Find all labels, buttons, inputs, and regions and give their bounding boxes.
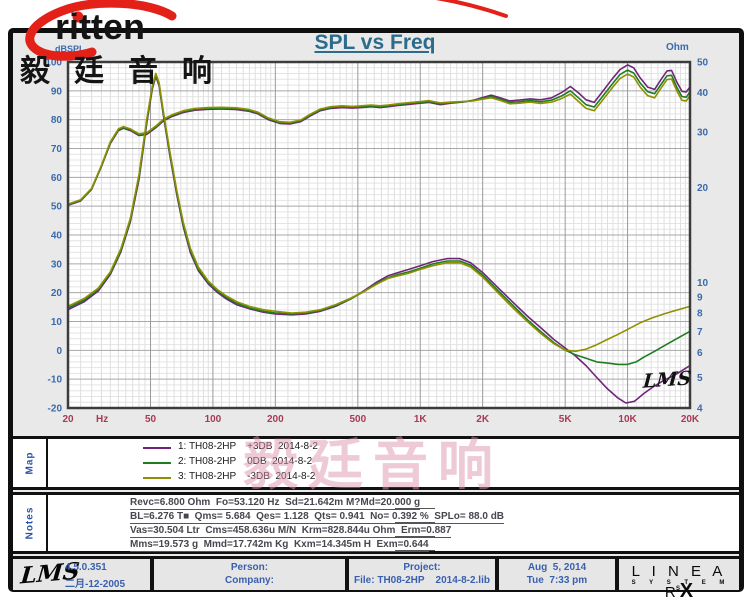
file-name: File: TH08-2HP 2014-8-2.lib (354, 575, 490, 586)
svg-text:5: 5 (697, 373, 703, 384)
notes-blank-field-2 (395, 511, 435, 523)
map-label-cell: Map (13, 439, 48, 487)
notes-blank-field-1 (395, 497, 435, 509)
notes-line-1: Revc=6.800 Ohm Fo=53.120 Hz Sd=21.642m M… (130, 497, 421, 510)
spl-freq-chart: 1009080706050403020100-10-20504030201098… (45, 58, 709, 426)
svg-text:1K: 1K (414, 414, 428, 425)
svg-text:40: 40 (51, 231, 63, 242)
svg-text:20K: 20K (681, 414, 700, 425)
notes-blank-field-3 (395, 525, 435, 537)
statusbar-datetime-cell: Aug 5, 2014 Tue 7:33 pm (495, 559, 615, 590)
linearx-systems-label: S Y S T E M S (631, 580, 731, 592)
status-date: Aug 5, 2014 (527, 562, 587, 573)
map-label: Map (24, 451, 35, 475)
svg-text:10K: 10K (618, 414, 637, 425)
legend-swatch-purple (143, 447, 171, 449)
notes-line-3: Vas=30.504 Ltr Cms=458.636u M/N Krm=828.… (130, 525, 452, 538)
status-time: Tue 7:33 pm (526, 575, 588, 586)
svg-text:10: 10 (51, 317, 63, 328)
notes-label: Notes (24, 506, 35, 540)
svg-text:70: 70 (51, 144, 63, 155)
svg-text:7: 7 (697, 327, 703, 338)
notes-line-2: BL=6.276 T■ Qms= 5.684 Qes= 1.128 Qts= 0… (130, 511, 505, 524)
project-label: Project: (403, 562, 441, 573)
app-version: 4.5.0.351 (65, 562, 107, 573)
svg-text:100: 100 (205, 414, 222, 425)
svg-text:6: 6 (697, 348, 703, 359)
svg-text:4: 4 (697, 404, 703, 415)
linearx-logo-cell: L I N E A RX S Y S T E M S (615, 559, 739, 600)
svg-text:40: 40 (697, 88, 709, 99)
notes-label-cell: Notes (13, 495, 48, 551)
svg-text:30: 30 (697, 127, 709, 138)
notes-line-4: Mms=19.573 g Mmd=17.742m Kg Kxm=14.345m … (130, 539, 429, 552)
app-version-date: 二月-12-2005 (65, 579, 126, 590)
statusbar-version-cell: LMS 4.5.0.351 二月-12-2005 (13, 558, 150, 590)
svg-text:10: 10 (697, 278, 709, 289)
brand-name-chinese: 毅廷音响 (20, 55, 236, 88)
map-legend-panel: Map (13, 436, 739, 490)
svg-text:5K: 5K (559, 414, 573, 425)
statusbar-person-cell: Person: Company: (150, 559, 345, 590)
svg-text:100: 100 (45, 58, 62, 69)
svg-text:500: 500 (349, 414, 366, 425)
svg-text:2K: 2K (476, 414, 490, 425)
svg-text:80: 80 (51, 115, 63, 126)
svg-text:30: 30 (51, 259, 63, 270)
person-label: Person: (230, 562, 269, 573)
legend-text-1: 1: TH08-2HP +3DB 2014-8-2 (178, 441, 318, 452)
notes-panel: Notes (13, 492, 739, 554)
svg-text:20: 20 (697, 183, 709, 194)
watermark-text: 毅廷音响 (243, 434, 504, 496)
right-axis-unit-label: Ohm (666, 42, 689, 53)
svg-text:20: 20 (62, 414, 74, 425)
svg-text:-20: -20 (48, 404, 63, 415)
brand-name: ritten (55, 6, 145, 47)
statusbar-project-cell: Project: File: TH08-2HP 2014-8-2.lib (345, 559, 495, 590)
svg-text:90: 90 (51, 86, 63, 97)
svg-text:50: 50 (51, 202, 63, 213)
linearx-logo: L I N E A RX (631, 563, 727, 600)
svg-text:0: 0 (56, 346, 62, 357)
svg-text:9: 9 (697, 292, 703, 303)
lms-signature: LMS (642, 367, 692, 393)
notes-blank-field-4 (395, 539, 435, 551)
svg-text:8: 8 (697, 309, 703, 320)
svg-text:50: 50 (697, 58, 709, 69)
swoosh-tail-arc (435, 0, 508, 18)
status-bar: LMS 4.5.0.351 二月-12-2005 Person: Company… (13, 556, 739, 600)
svg-text:Hz: Hz (96, 414, 108, 425)
svg-text:50: 50 (145, 414, 157, 425)
legend-text-2: 2: TH08-2HP 0DB 2014-8-2 (178, 456, 313, 467)
svg-text:200: 200 (267, 414, 284, 425)
svg-text:60: 60 (51, 173, 63, 184)
report-sheet-frame: 100 90 80 70 60 50 40 30 20 10 0 -10 -20 50 40 30 20 10 9 8… (8, 28, 744, 600)
page-title: SPL vs Freq (314, 31, 436, 54)
svg-text:-10: -10 (48, 375, 63, 386)
legend-swatch-olive (143, 477, 171, 479)
legend-swatch-green (143, 462, 171, 464)
legend-text-3: 3: TH08-2HP -3DB 2014-8-2 (178, 471, 316, 482)
company-label: Company: (225, 575, 274, 586)
svg-text:20: 20 (51, 288, 63, 299)
